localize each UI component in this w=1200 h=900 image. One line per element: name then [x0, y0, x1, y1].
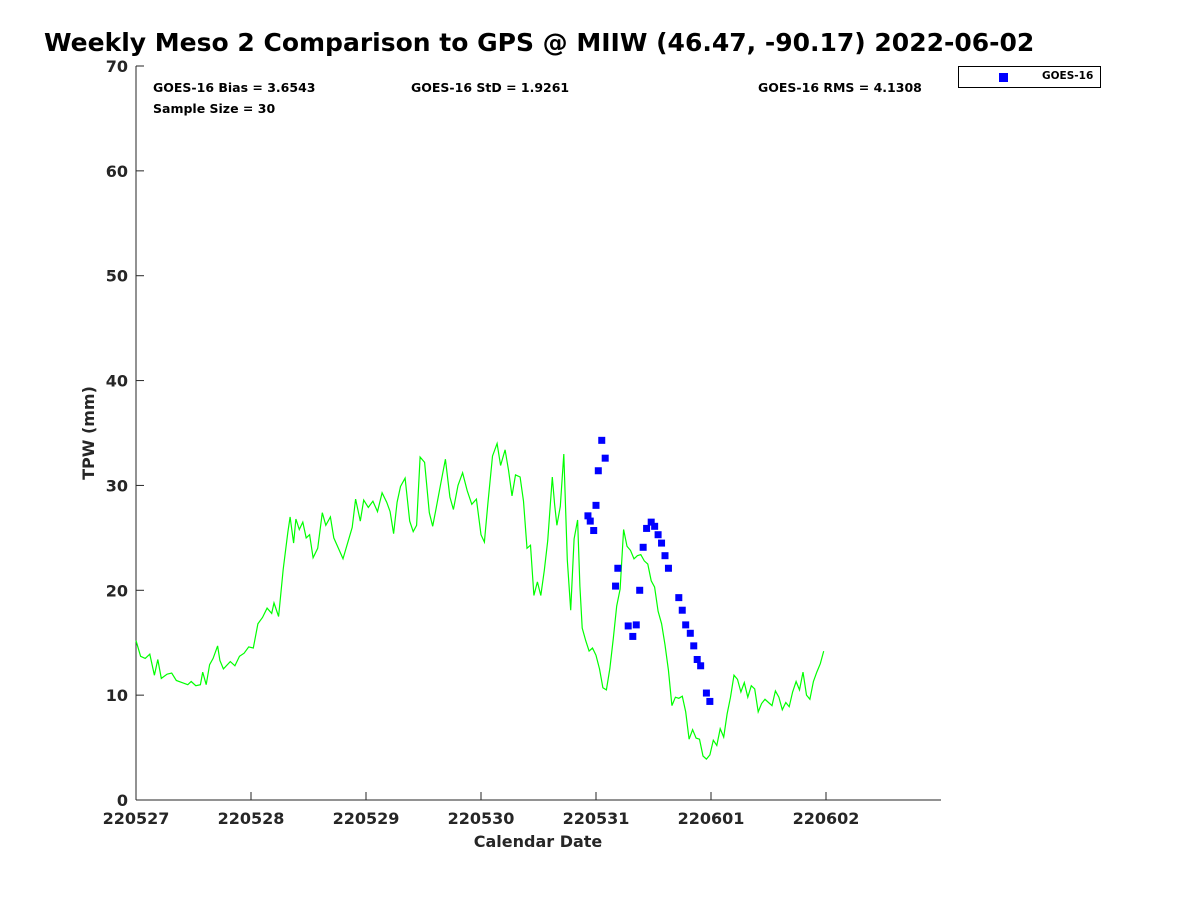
goes16-data-point: [590, 527, 598, 535]
legend: GOES-16: [958, 66, 1101, 88]
goes16-data-point: [643, 524, 651, 532]
goes16-data-point: [682, 621, 690, 629]
goes16-data-point: [584, 512, 592, 520]
goes16-data-point: [661, 552, 669, 560]
goes16-data-point: [690, 642, 698, 650]
chart-title: Weekly Meso 2 Comparison to GPS @ MIIW (…: [44, 28, 1035, 57]
stat-rms: GOES-16 RMS = 4.1308: [758, 80, 922, 95]
goes16-data-point: [706, 697, 714, 705]
goes16-data-point: [586, 517, 594, 525]
stat-sample-size: Sample Size = 30: [153, 101, 276, 116]
y-tick-label: 40: [106, 372, 128, 391]
goes16-data-point: [592, 501, 600, 509]
y-tick-label: 20: [106, 581, 128, 600]
goes16-data-point: [651, 522, 659, 530]
goes16-data-point: [636, 586, 644, 594]
goes16-data-point: [658, 539, 666, 547]
stat-bias: GOES-16 Bias = 3.6543: [153, 80, 316, 95]
y-tick-label: 10: [106, 686, 128, 705]
goes16-data-point: [632, 621, 640, 629]
goes16-data-point: [678, 606, 686, 614]
goes16-scatter-series: [584, 436, 714, 705]
goes16-data-point: [693, 655, 701, 663]
axes: 0 10 20 30 40 50 60 70 220527 220528 220529 220530 2…: [103, 57, 941, 828]
y-tick-label: 50: [106, 267, 128, 286]
x-tick-label: 220531: [563, 809, 630, 828]
y-tick-label: 30: [106, 476, 128, 495]
goes16-data-point: [624, 622, 632, 630]
x-tick-label: 220530: [448, 809, 515, 828]
goes16-data-point: [647, 518, 655, 526]
goes16-data-point: [654, 531, 662, 539]
x-tick-label: 220602: [793, 809, 860, 828]
x-tick-label: 220529: [333, 809, 400, 828]
stat-std: GOES-16 StD = 1.9261: [411, 80, 570, 95]
legend-label: GOES-16: [1042, 70, 1094, 82]
x-tick-label: 220528: [218, 809, 285, 828]
goes16-data-point: [594, 467, 602, 475]
goes16-data-point: [598, 436, 606, 444]
goes16-data-point: [664, 564, 672, 572]
goes16-data-point: [697, 662, 705, 670]
goes16-data-point: [675, 594, 683, 602]
goes16-data-point: [686, 629, 694, 637]
y-axis-label: TPW (mm): [79, 386, 98, 480]
legend-marker-square: [999, 73, 1008, 82]
x-axis-label: Calendar Date: [474, 832, 603, 851]
x-tick-label: 220527: [103, 809, 170, 828]
goes16-data-point: [601, 454, 609, 462]
y-tick-label: 60: [106, 162, 128, 181]
x-tick-label: 220601: [678, 809, 745, 828]
y-tick-label: 70: [106, 57, 128, 76]
goes16-data-point: [614, 564, 622, 572]
goes16-data-point: [612, 582, 620, 590]
goes16-data-point: [639, 543, 647, 551]
goes16-data-point: [629, 632, 637, 640]
gps-tpw-line: [135, 441, 825, 760]
y-tick-label: 0: [117, 791, 128, 810]
goes16-data-point: [702, 689, 710, 697]
gps-line-series: [135, 441, 825, 760]
